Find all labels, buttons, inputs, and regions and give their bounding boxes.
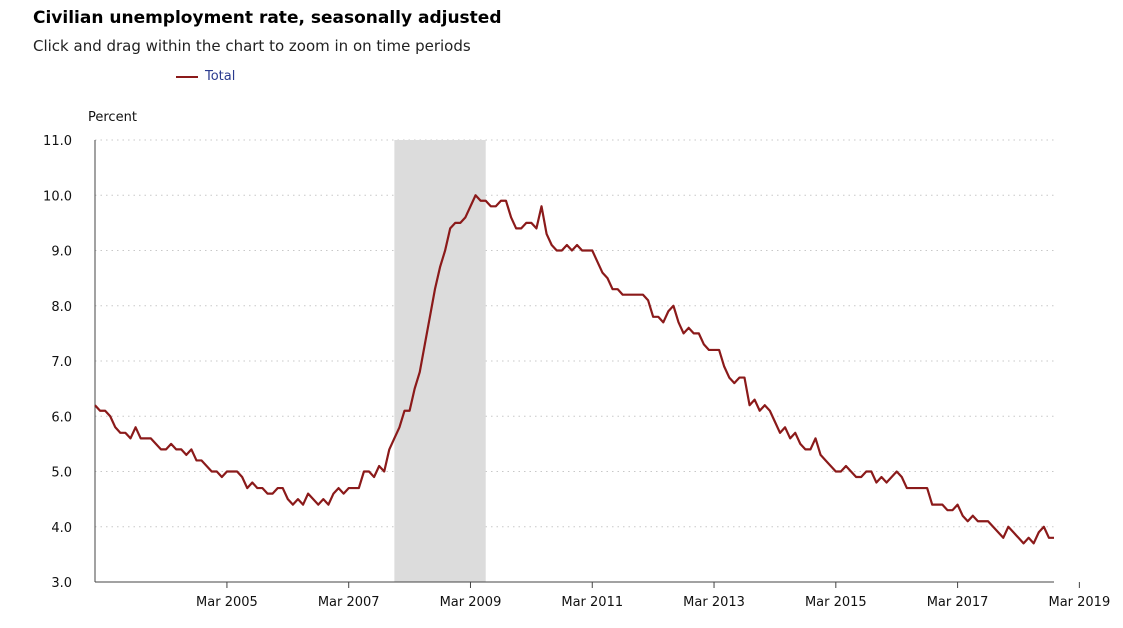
y-tick-label: 4.0 <box>51 521 72 536</box>
y-tick-label: 5.0 <box>51 466 72 481</box>
x-tick-label: Mar 2007 <box>318 595 380 610</box>
y-axis-label: Percent <box>88 110 137 125</box>
chart-subtitle: Click and drag within the chart to zoom … <box>33 37 471 55</box>
x-tick-label: Mar 2009 <box>440 595 502 610</box>
legend-swatch <box>176 75 198 78</box>
y-tick-label: 3.0 <box>51 576 72 591</box>
y-tick-label: 11.0 <box>43 134 72 149</box>
series-line-total[interactable] <box>94 194 1054 545</box>
recession-shading <box>394 140 486 582</box>
x-tick-label: Mar 2019 <box>1048 595 1110 610</box>
y-tick-label: 9.0 <box>51 245 72 260</box>
gridlines <box>95 139 1054 528</box>
y-axis-ticks: 3.0 4.0 5.0 6.0 7.0 8.0 9.0 10.0 11.0 <box>43 134 72 591</box>
x-axis-ticks: Mar 2005 Mar 2007 Mar 2009 Mar 2011 Mar 2013… <box>196 582 1110 610</box>
x-tick-label: Mar 2005 <box>196 595 258 610</box>
legend-label: Total <box>205 69 236 84</box>
y-tick-label: 10.0 <box>43 189 72 204</box>
x-tick-label: Mar 2015 <box>805 595 867 610</box>
legend-item-total[interactable]: Total <box>176 69 235 84</box>
x-tick-label: Mar 2011 <box>561 595 623 610</box>
x-tick-label: Mar 2013 <box>683 595 745 610</box>
y-tick-label: 6.0 <box>51 410 72 425</box>
y-tick-label: 8.0 <box>51 300 72 315</box>
y-tick-label: 7.0 <box>51 355 72 370</box>
x-tick-label: Mar 2017 <box>927 595 989 610</box>
chart-title: Civilian unemployment rate, seasonally a… <box>33 8 502 28</box>
